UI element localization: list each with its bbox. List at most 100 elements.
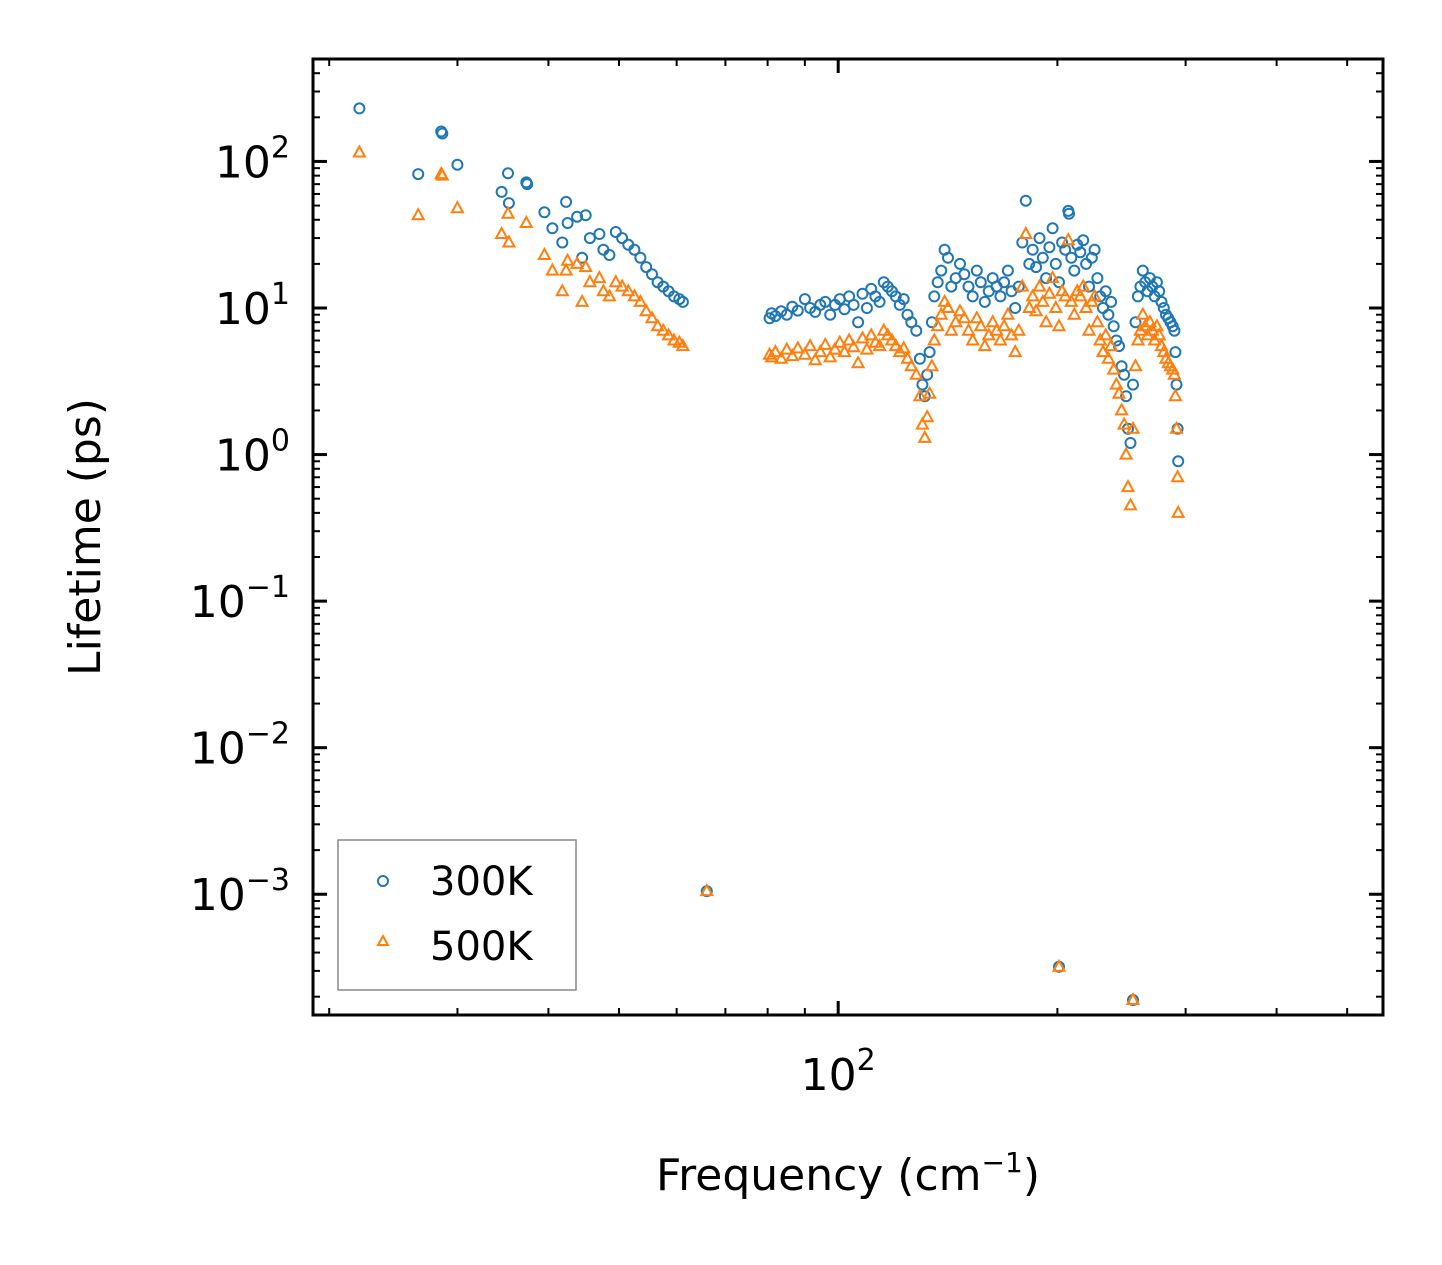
data-point-500k: [768, 344, 783, 358]
data-point-300k: [1009, 302, 1022, 314]
data-point-500k: [1169, 420, 1184, 434]
data-point-500k: [1038, 314, 1054, 328]
data-point-300k: [824, 308, 837, 321]
data-point-500k: [920, 409, 935, 423]
y-axis-title: Lifetime (ps): [60, 398, 111, 676]
data-point-500k: [555, 283, 570, 297]
data-point-300k: [583, 232, 596, 245]
data-point-500k: [934, 306, 949, 320]
data-point-500k: [909, 366, 924, 380]
data-point-500k: [592, 270, 607, 284]
data-point-500k: [957, 310, 972, 324]
data-point-500k: [1125, 991, 1141, 1005]
data-point-500k: [1170, 469, 1185, 483]
data-point-300k: [538, 206, 551, 219]
data-point-500k: [656, 322, 671, 336]
data-point-500k: [952, 303, 968, 317]
data-point-300k: [593, 228, 606, 240]
data-point-300k: [852, 316, 865, 329]
data-point-500k: [904, 358, 919, 372]
data-point-500k: [940, 299, 956, 313]
data-point-500k: [790, 340, 805, 354]
data-point-300k: [1074, 246, 1087, 259]
data-point-500k: [1018, 225, 1033, 239]
data-point-500k: [872, 338, 887, 352]
data-point-300k: [1065, 251, 1078, 264]
data-point-300k: [905, 316, 918, 329]
data-point-300k: [546, 222, 559, 235]
data-point-500k: [1051, 318, 1067, 332]
data-point-500k: [965, 332, 980, 346]
data-point-500k: [1087, 288, 1102, 302]
data-point-500k: [884, 332, 900, 346]
data-point-500k: [1015, 278, 1030, 292]
data-point-300k: [412, 168, 425, 181]
data-point-500k: [859, 341, 875, 355]
data-point-300k: [998, 276, 1011, 289]
data-point-500k: [985, 314, 1000, 328]
data-point-300k: [353, 102, 366, 115]
data-point-500k: [846, 339, 861, 353]
data-point-300k: [935, 264, 948, 277]
data-point-300k: [1169, 346, 1182, 359]
data-point-300k: [1136, 264, 1149, 277]
data-point-500k: [832, 334, 847, 348]
y-tick-label: 101: [215, 277, 290, 335]
data-point-500k: [1025, 288, 1040, 302]
data-point-300k: [942, 251, 954, 264]
data-point-300k: [923, 346, 936, 359]
data-point-300k: [640, 261, 653, 274]
data-point-500k: [435, 167, 450, 181]
data-point-500k: [450, 200, 465, 214]
data-point-500k: [661, 327, 676, 341]
data-point-500k: [996, 318, 1012, 332]
data-point-500k: [1152, 327, 1167, 341]
legend: 300K 500K: [337, 839, 577, 991]
data-point-500k: [1048, 299, 1063, 313]
data-point-500k: [1171, 504, 1186, 518]
data-point-300k: [954, 257, 966, 270]
data-point-500k: [1022, 299, 1037, 313]
data-point-300k: [1120, 390, 1133, 403]
data-point-500k: [644, 310, 660, 324]
data-point-300k: [897, 293, 910, 306]
data-point-500k: [944, 322, 959, 336]
data-point-300k: [1049, 257, 1062, 270]
data-point-300k: [1129, 316, 1142, 329]
data-point-300k: [676, 295, 689, 308]
data-point-300k: [628, 243, 641, 256]
data-point-500k: [1120, 479, 1136, 493]
data-point-500k: [1167, 366, 1182, 380]
data-point-300k: [994, 290, 1007, 303]
data-point-500k: [855, 330, 870, 344]
legend-marker-500k: [376, 933, 390, 946]
data-point-300k: [1099, 285, 1112, 298]
data-point-500k: [1103, 338, 1119, 352]
data-point-500k: [1149, 318, 1165, 332]
data-point-500k: [621, 283, 636, 297]
x-tick-label: 102: [801, 1043, 876, 1101]
data-point-300k: [502, 167, 514, 180]
data-point-300k: [860, 302, 873, 314]
data-point-500k: [1051, 958, 1067, 972]
data-point-500k: [1098, 327, 1113, 341]
data-point-500k: [802, 338, 818, 352]
y-tick-label: 100: [215, 424, 290, 482]
data-point-500k: [1142, 314, 1158, 328]
data-point-500k: [560, 252, 575, 266]
y-tick-label: 102: [215, 130, 290, 188]
data-point-500k: [1118, 446, 1134, 460]
data-point-500k: [924, 358, 940, 372]
data-point-300k: [962, 280, 975, 293]
legend-label-300k: 300K: [430, 859, 534, 905]
data-point-500k: [1135, 306, 1150, 320]
data-point-300k: [436, 127, 449, 140]
data-point-500k: [922, 385, 937, 399]
data-point-300k: [571, 210, 584, 223]
data-point-500k: [915, 416, 930, 430]
data-point-300k: [1043, 241, 1056, 254]
data-point-500k: [501, 234, 517, 248]
data-point-300k: [978, 295, 991, 308]
data-point-500k: [1128, 358, 1143, 372]
